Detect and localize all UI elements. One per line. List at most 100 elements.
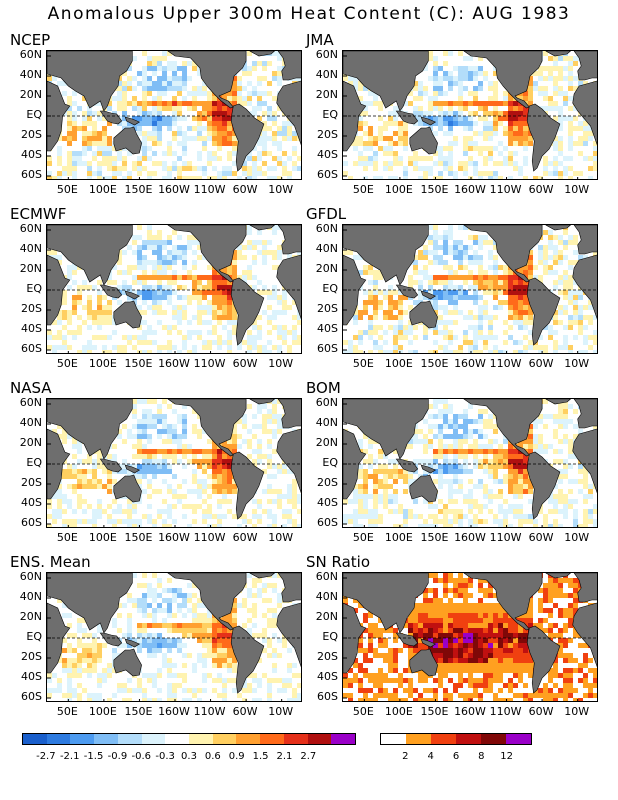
field-cell: [433, 414, 438, 419]
field-cell: [102, 136, 107, 141]
field-cell: [162, 240, 167, 245]
field-cell: [588, 156, 593, 161]
field-cell: [117, 81, 122, 86]
field-cell: [443, 131, 448, 136]
field-cell: [247, 345, 252, 350]
field-cell: [473, 345, 478, 350]
field-cell: [418, 91, 423, 96]
field-cell: [533, 444, 538, 449]
field-cell: [493, 111, 498, 116]
field-cell: [473, 71, 478, 76]
field-cell: [162, 265, 167, 270]
field-cell: [378, 275, 383, 280]
field-cell: [57, 514, 62, 519]
field-cell: [508, 464, 513, 469]
field-cell: [227, 469, 232, 474]
field-cell: [167, 146, 172, 151]
field-cell: [187, 300, 192, 305]
field-cell: [463, 469, 468, 474]
field-cell: [202, 519, 207, 524]
field-cell: [217, 474, 222, 479]
field-cell: [553, 86, 558, 91]
field-cell: [518, 310, 523, 315]
field-cell: [132, 265, 137, 270]
field-cell: [67, 161, 72, 166]
map-panel: GFDL 60N 40N 20N EQ 20S 40S 60S 50E 100E 150E 160W 1…: [300, 206, 600, 378]
field-cell: [222, 126, 227, 131]
field-cell: [212, 444, 217, 449]
field-cell: [77, 350, 82, 353]
field-cell: [142, 335, 147, 340]
field-cell: [518, 305, 523, 310]
field-cell: [388, 111, 393, 116]
field-cell: [72, 270, 77, 275]
field-cell: [167, 489, 172, 494]
field-cell: [583, 494, 588, 499]
field-cell: [142, 330, 147, 335]
field-cell: [202, 345, 207, 350]
field-cell: [137, 225, 142, 230]
field-cell: [558, 86, 563, 91]
field-cell: [553, 429, 558, 434]
field-cell: [117, 86, 122, 91]
field-cell: [508, 101, 513, 106]
field-cell: [72, 265, 77, 270]
field-cell: [122, 156, 127, 161]
field-cell: [147, 136, 152, 141]
field-cell: [97, 335, 102, 340]
field-cell: [227, 166, 232, 171]
field-cell: [232, 315, 237, 320]
field-cell: [247, 51, 252, 56]
field-cell: [247, 350, 252, 353]
field-cell: [107, 479, 112, 484]
field-cell: [483, 409, 488, 414]
field-cell: [353, 315, 358, 320]
field-cell: [428, 439, 433, 444]
field-cell: [368, 136, 373, 141]
field-cell: [167, 524, 172, 527]
field-cell: [453, 429, 458, 434]
field-cell: [568, 504, 573, 509]
field-cell: [152, 399, 157, 404]
field-cell: [87, 484, 92, 489]
field-cell: [162, 290, 167, 295]
field-cell: [453, 479, 458, 484]
field-cell: [438, 509, 443, 514]
field-cell: [528, 449, 533, 454]
field-cell: [147, 225, 152, 230]
field-cell: [187, 275, 192, 280]
field-cell: [558, 524, 563, 527]
field-cell: [563, 459, 568, 464]
field-cell: [433, 106, 438, 111]
field-cell: [508, 489, 513, 494]
field-cell: [423, 270, 428, 275]
land-mass: [573, 399, 597, 429]
field-cell: [247, 265, 252, 270]
field-cell: [398, 320, 403, 325]
field-cell: [237, 444, 242, 449]
field-cell: [353, 514, 358, 519]
field-cell: [192, 101, 197, 106]
field-cell: [97, 509, 102, 514]
field-cell: [518, 340, 523, 345]
field-cell: [458, 96, 463, 101]
field-cell: [448, 131, 453, 136]
field-cell: [578, 489, 583, 494]
field-cell: [207, 136, 212, 141]
field-cell: [368, 350, 373, 353]
field-cell: [192, 409, 197, 414]
field-cell: [122, 280, 127, 285]
field-cell: [287, 136, 292, 141]
field-cell: [147, 121, 152, 126]
field-cell: [438, 424, 443, 429]
field-cell: [272, 464, 277, 469]
field-cell: [97, 131, 102, 136]
field-cell: [553, 519, 558, 524]
field-cell: [117, 270, 122, 275]
field-cell: [363, 499, 368, 504]
field-cell: [413, 499, 418, 504]
field-cell: [97, 305, 102, 310]
field-cell: [202, 340, 207, 345]
field-cell: [373, 161, 378, 166]
field-cell: [503, 146, 508, 151]
